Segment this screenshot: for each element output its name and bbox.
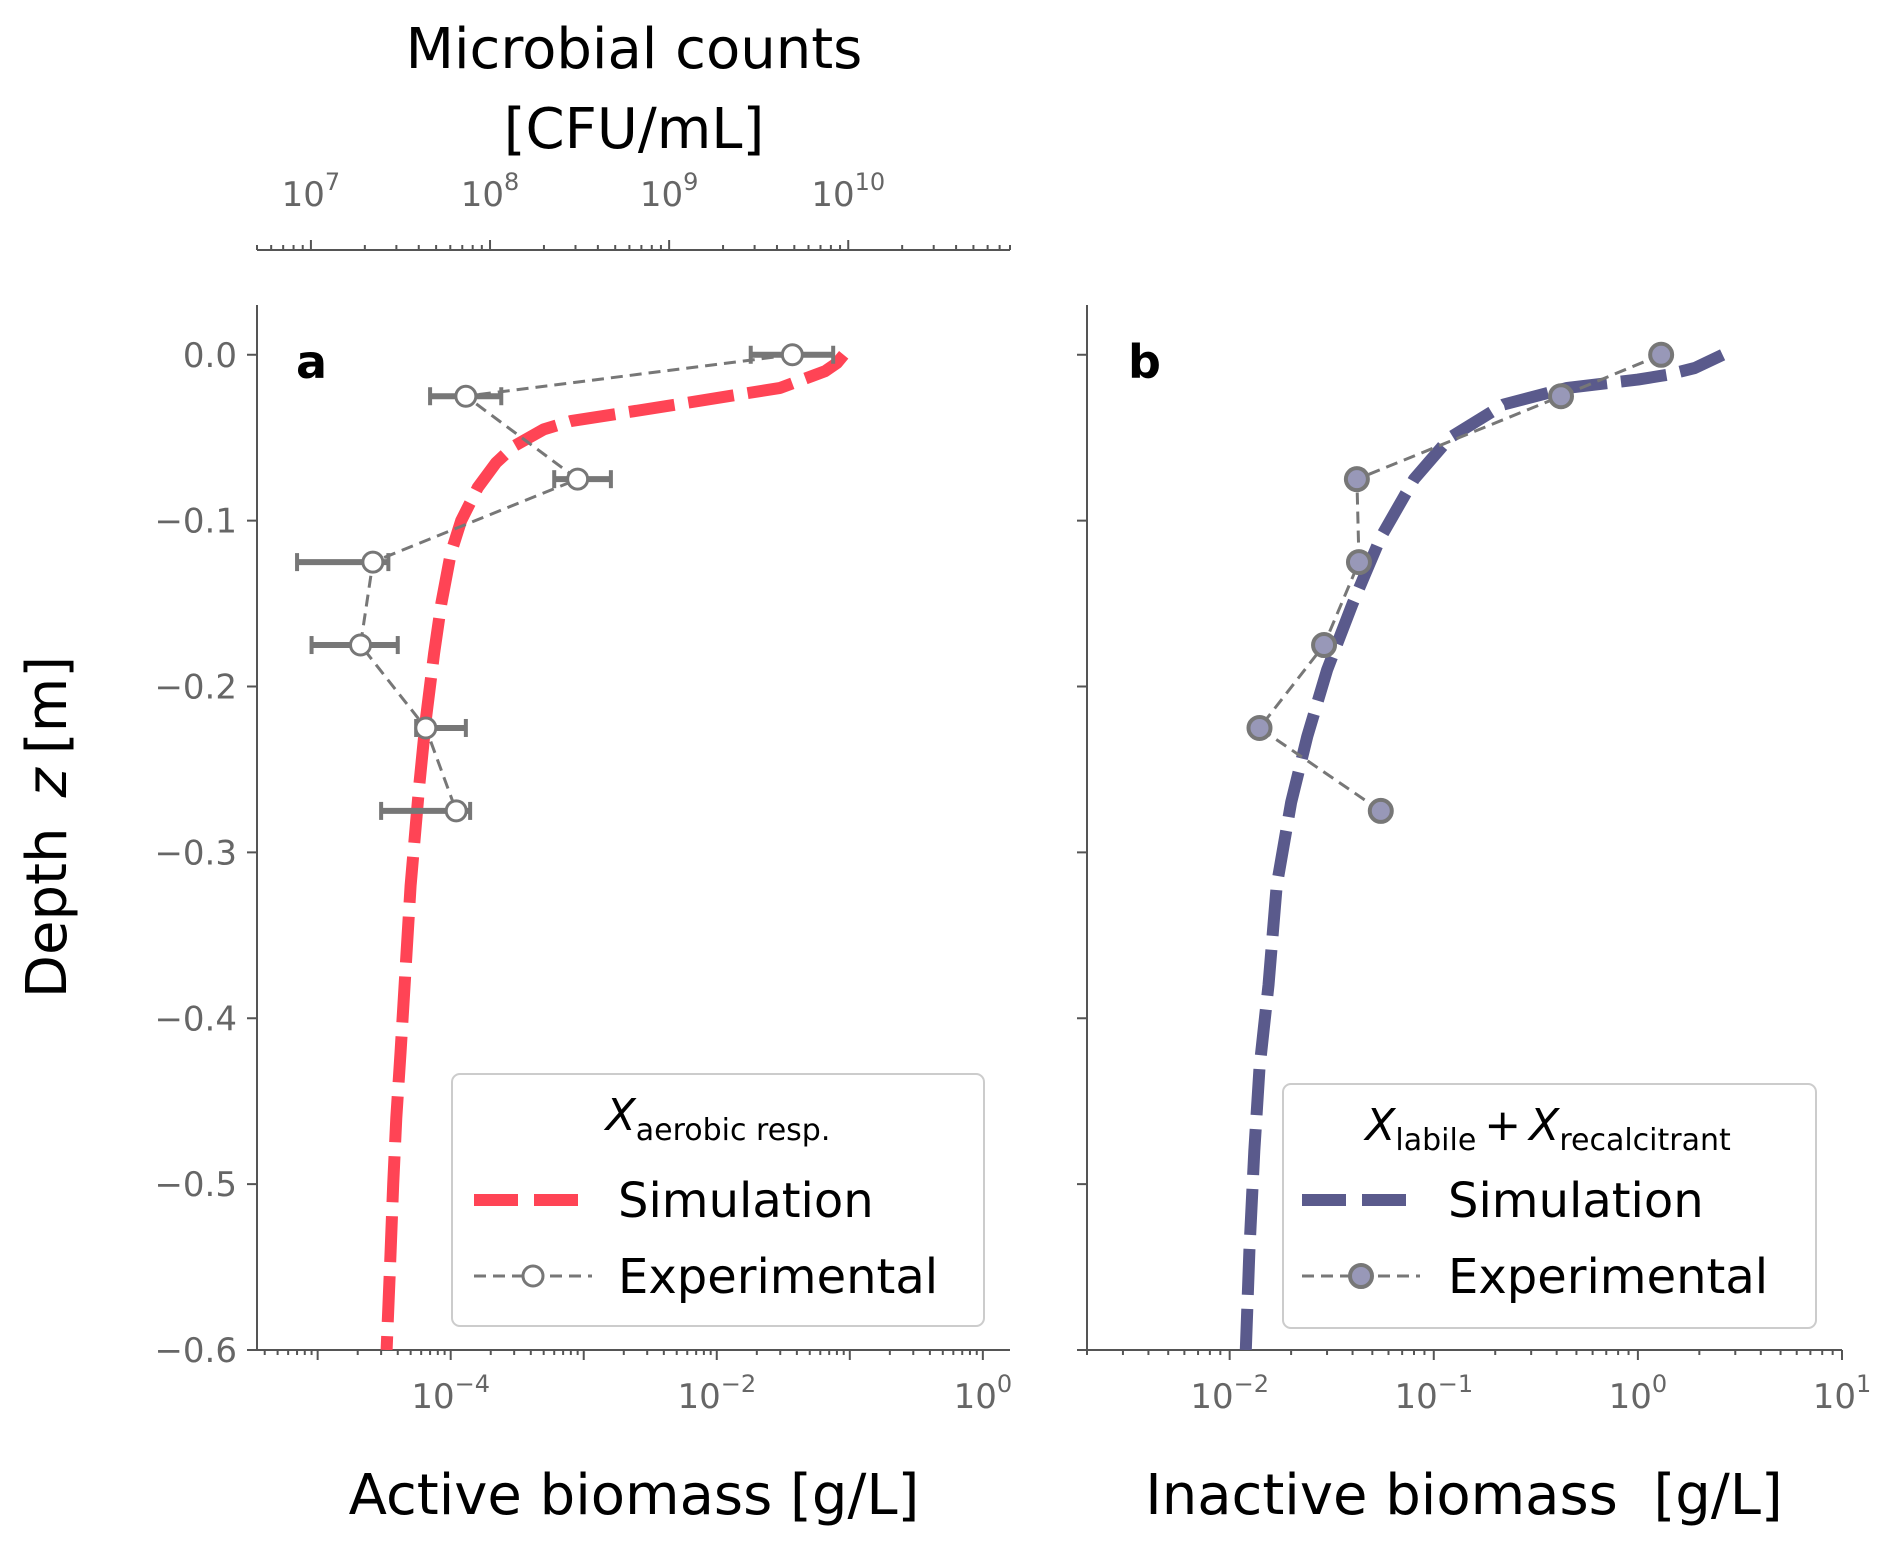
panel-b-experimental-point: [1648, 341, 1675, 368]
panel-b-legend-box: [1282, 1083, 1817, 1329]
panel-b-legend-exp-marker: [1348, 1263, 1374, 1289]
panel-a-legend-sim-label: Simulation: [618, 1173, 874, 1229]
top-axis-microbial-counts: Microbial counts [CFU/mL] 107 108 109 1010: [256, 17, 1011, 251]
panel-b-legend-exp-label: Experimental: [1448, 1249, 1768, 1305]
y-tick-label: 0.0: [183, 336, 237, 376]
panel-a-experimental-point: [566, 467, 590, 491]
panel-a-xlabel: Active biomass [g/L]: [349, 1463, 920, 1528]
panel-b-legend: Xlabile + Xrecalcitrant Simulation Experim…: [1282, 1083, 1817, 1329]
panel-b-x-tick-label: 101: [1813, 1370, 1872, 1417]
y-axis-label: Depth z [m]: [15, 656, 80, 998]
y-tick-label: −0.4: [154, 999, 237, 1039]
panel-b-x-tick-label: 10−2: [1190, 1370, 1269, 1417]
panel-b-experimental-line: [1257, 353, 1662, 813]
panel-a-x-tick-label: 10−2: [677, 1370, 756, 1417]
panel-b-experimental-point: [1367, 797, 1394, 824]
panel-b: 10−2 10−1 100 101 b Inactive biomass [g/L] …: [1077, 305, 1871, 1528]
panel-a-experimental-point: [780, 343, 804, 367]
top-x-tick-label: 1010: [811, 168, 885, 215]
panel-a-x-tick-label: 10−4: [411, 1370, 490, 1417]
top-x-tick-label: 108: [461, 168, 520, 215]
panel-a-legend-exp-label: Experimental: [618, 1249, 938, 1305]
panel-b-y-ticks: [1077, 353, 1087, 1351]
panel-b-legend-sim-label: Simulation: [1448, 1173, 1704, 1229]
panel-b-experimental-point: [1345, 549, 1372, 576]
y-axis-label-prefix: Depth: [15, 828, 80, 999]
top-x-tick-label: 109: [640, 168, 699, 215]
panel-a: 0.0−0.1−0.2−0.3−0.4−0.5−0.6 10−4 10−2 100 …: [15, 305, 1012, 1528]
y-axis-label-var: z: [15, 767, 80, 799]
panel-a-plot-area: [295, 343, 849, 1350]
y-tick-label: −0.1: [154, 502, 237, 542]
panel-b-experimental-point: [1311, 632, 1338, 659]
panel-a-experimental-point: [444, 799, 468, 823]
panel-a-x-ticks: 10−4 10−2 100: [263, 1350, 1013, 1417]
panel-b-legend-title: Xlabile + Xrecalcitrant: [1363, 1100, 1731, 1158]
panel-a-y-ticks: 0.0 −0.1 −0.2 −0.3 −0.4 −0.5 −0.6: [154, 336, 257, 1371]
panel-a-legend: Xaerobic resp. Simulation Experimental: [451, 1073, 985, 1327]
panel-a-experimental-point: [349, 633, 373, 657]
panel-a-experimental-point: [454, 384, 478, 408]
top-x-tick-label: 107: [282, 168, 341, 215]
panel-b-experimental-point: [1246, 714, 1273, 741]
panel-a-experimental-point: [414, 716, 438, 740]
y-tick-label: −0.5: [154, 1165, 237, 1205]
panel-a-simulation-line: [380, 350, 849, 1350]
panel-b-x-ticks: 10−2 10−1 100 101: [1086, 1350, 1872, 1417]
panel-a-legend-box: [451, 1073, 985, 1327]
top-axis-label-line1: Microbial counts: [406, 17, 863, 82]
panel-a-experimental-point: [361, 550, 385, 574]
panel-b-x-tick-label: 10−1: [1394, 1370, 1473, 1417]
panel-b-plot-area: [1239, 341, 1726, 1350]
y-tick-label: −0.6: [154, 1331, 237, 1371]
y-tick-label: −0.2: [154, 668, 237, 708]
panel-a-legend-title: Xaerobic resp.: [604, 1090, 831, 1148]
panel-b-experimental-point: [1343, 466, 1370, 493]
panel-b-x-tick-label: 100: [1609, 1370, 1668, 1417]
top-axis-label-line2: [CFU/mL]: [504, 97, 765, 162]
panel-b-xlabel: Inactive biomass [g/L]: [1145, 1463, 1783, 1528]
panel-a-label: a: [296, 335, 327, 389]
y-axis-label-unit: [m]: [15, 656, 80, 754]
panel-a-legend-exp-marker: [521, 1264, 545, 1288]
y-tick-label: −0.3: [154, 833, 237, 873]
panel-b-experimental-point: [1547, 383, 1574, 410]
panel-b-simulation-line: [1239, 349, 1726, 1350]
panel-b-label: b: [1128, 335, 1161, 389]
panel-a-x-tick-label: 100: [954, 1370, 1013, 1417]
top-axis-ticks: 107 108 109 1010: [256, 168, 1011, 250]
